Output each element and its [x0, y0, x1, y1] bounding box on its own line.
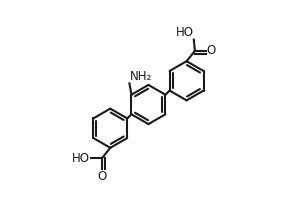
Text: O: O [207, 44, 216, 57]
Text: O: O [98, 170, 107, 183]
Text: NH₂: NH₂ [130, 70, 152, 83]
Text: HO: HO [175, 26, 194, 39]
Text: HO: HO [72, 152, 90, 165]
